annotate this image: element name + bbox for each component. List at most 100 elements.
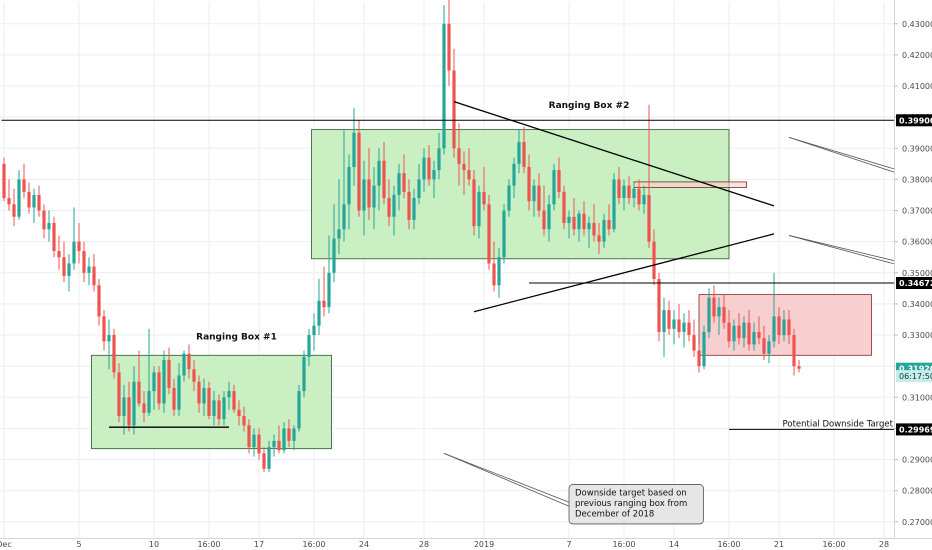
candle-bullish bbox=[312, 313, 316, 351]
candle-bearish bbox=[657, 272, 661, 342]
candle-body bbox=[412, 198, 416, 220]
x-tick-label: 28 bbox=[419, 540, 429, 549]
price-badge-text: 0.34672 bbox=[899, 279, 932, 288]
callout-pointer bbox=[443, 452, 570, 503]
candle-body bbox=[222, 397, 226, 420]
candle-bullish bbox=[327, 235, 331, 314]
candle-body bbox=[332, 238, 336, 273]
candle-body bbox=[617, 179, 621, 199]
candle-body bbox=[312, 325, 316, 336]
candle-bullish bbox=[162, 350, 166, 413]
candle-body bbox=[607, 219, 611, 230]
candle-body bbox=[657, 279, 661, 332]
candle-body bbox=[277, 440, 281, 451]
candle-bearish bbox=[237, 400, 241, 426]
x-tick-label: 5 bbox=[76, 540, 81, 549]
candle-body bbox=[257, 434, 261, 454]
y-tick-label: 0.39000 bbox=[902, 144, 932, 153]
candle-bearish bbox=[697, 344, 701, 373]
candle-bearish bbox=[137, 350, 141, 407]
candle-bullish bbox=[87, 257, 91, 286]
candle-body bbox=[592, 222, 596, 236]
candle-bearish bbox=[2, 157, 6, 202]
candle-body bbox=[272, 440, 276, 448]
x-tick-label: 16:00 bbox=[717, 540, 740, 549]
candle-bearish bbox=[57, 235, 61, 270]
candle-bearish bbox=[777, 307, 781, 345]
candle-bullish bbox=[632, 182, 636, 208]
price-badge: 06:17:50 bbox=[896, 370, 932, 383]
price-badge: 0.29969 bbox=[896, 423, 932, 436]
price-badge-bg bbox=[896, 370, 932, 383]
candle-body bbox=[392, 194, 396, 217]
y-tick-label: 0.31000 bbox=[902, 393, 932, 402]
candle-body bbox=[137, 381, 141, 404]
candle-body bbox=[567, 216, 571, 223]
candle-body bbox=[377, 160, 381, 186]
candle-bearish bbox=[537, 173, 541, 217]
candle-body bbox=[162, 359, 166, 404]
candle-body bbox=[587, 222, 591, 230]
candle-bullish bbox=[502, 204, 506, 264]
x-tick-label: 16:00 bbox=[302, 540, 325, 549]
candle-body bbox=[367, 179, 371, 208]
candle-body bbox=[662, 310, 666, 332]
candle-body bbox=[77, 241, 81, 252]
candle-bearish bbox=[157, 366, 161, 410]
candle-body bbox=[342, 204, 346, 230]
candle-body bbox=[442, 23, 446, 149]
candle-body bbox=[642, 194, 646, 205]
candle-body bbox=[347, 166, 351, 205]
candle-body bbox=[772, 316, 776, 342]
candle-bearish bbox=[722, 294, 726, 329]
candle-bearish bbox=[207, 381, 211, 420]
candle-body bbox=[302, 356, 306, 392]
candle-body bbox=[507, 185, 511, 211]
candle-bearish bbox=[262, 447, 266, 473]
candle-bearish bbox=[77, 222, 81, 264]
candle-body bbox=[537, 185, 541, 211]
candle-bearish bbox=[7, 179, 11, 211]
candle-bullish bbox=[742, 316, 746, 348]
candle-bullish bbox=[512, 157, 516, 199]
candle-body bbox=[107, 335, 111, 342]
candle-bearish bbox=[242, 406, 246, 432]
box-label: Ranging Box #2 bbox=[549, 101, 630, 111]
candle-body bbox=[227, 391, 231, 398]
x-tick-label: 24 bbox=[359, 540, 369, 549]
candle-bearish bbox=[427, 145, 431, 186]
callout-text: previous ranging box from bbox=[575, 499, 687, 509]
candle-body bbox=[32, 194, 36, 208]
x-tick-label: 14 bbox=[669, 540, 679, 549]
candle-body bbox=[667, 310, 671, 329]
candle-bearish bbox=[92, 254, 96, 292]
candle-body bbox=[677, 319, 681, 332]
y-tick-label: 0.37000 bbox=[902, 207, 932, 216]
candle-bearish bbox=[407, 179, 411, 230]
candle-bearish bbox=[757, 316, 761, 345]
candlestick-series bbox=[2, 0, 801, 473]
price-badge-bg bbox=[896, 423, 932, 436]
candle-body bbox=[522, 142, 526, 167]
candle-body bbox=[437, 148, 441, 171]
candle-body bbox=[602, 219, 606, 242]
candle-body bbox=[252, 434, 256, 448]
candle-body bbox=[742, 322, 746, 339]
candle-bearish bbox=[117, 363, 121, 423]
candle-bearish bbox=[557, 157, 561, 199]
candle-body bbox=[142, 403, 146, 413]
x-tick-label: 16:00 bbox=[197, 540, 220, 549]
candle-bearish bbox=[112, 328, 116, 379]
candle-bearish bbox=[677, 303, 681, 339]
y-tick-label: 0.33000 bbox=[902, 331, 932, 340]
candle-body bbox=[207, 387, 211, 416]
callout-box bbox=[568, 484, 704, 525]
candle-body bbox=[352, 132, 356, 167]
candle-body bbox=[422, 157, 426, 180]
candle-bullish bbox=[437, 132, 441, 180]
candle-body bbox=[597, 235, 601, 242]
candle-bullish bbox=[752, 322, 756, 351]
candle-body bbox=[147, 391, 151, 413]
candle-bullish bbox=[352, 107, 356, 186]
